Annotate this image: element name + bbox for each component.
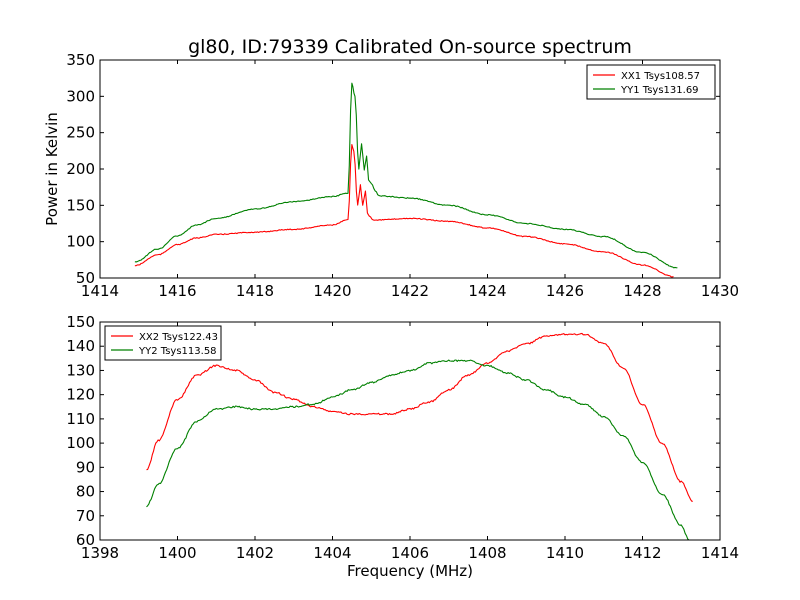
panel-1-ylabel: Power in Kelvin: [43, 112, 61, 226]
panel-2-ytick-label: 80: [76, 483, 95, 501]
panel-1-legend: XX1 Tsys108.57 YY1 Tsys131.69: [586, 64, 716, 100]
panel-2-ytick-label: 70: [76, 507, 95, 525]
panel-2-xtick-label: 1400: [158, 544, 196, 562]
panel-1-xtick-label: 1422: [391, 282, 429, 300]
panel-2-xtick-label: 1410: [546, 544, 584, 562]
panel-1-ytick-label: 350: [66, 51, 95, 69]
panel-1-xtick-label: 1414: [81, 282, 119, 300]
panel-2-ytick-label: 120: [66, 386, 95, 404]
panel-2-xlabel: Frequency (MHz): [347, 562, 473, 580]
panel-2-series-line-2: [146, 359, 690, 541]
panel-2-ytick-label: 60: [76, 531, 95, 549]
panel-1-xtick-label: 1426: [546, 282, 584, 300]
panel-2-series-line-1: [146, 332, 693, 502]
plots-group: 1414 1416 1418 1420 1422 1424 1426 1428 1430 50 10…: [43, 51, 739, 580]
panel-2: 1398 1400 1402 1404 1406 1408 1410 1412 1414 60 70…: [66, 313, 739, 580]
panel-2-legend-label-1: XX2 Tsys122.43: [139, 332, 218, 343]
panel-1-xtick-label: 1420: [313, 282, 351, 300]
panel-1-legend-box: [586, 64, 716, 100]
panel-2-xtick-label: 1406: [391, 544, 429, 562]
panel-2-ytick-label: 130: [66, 361, 95, 379]
panel-1-ytick-label: 250: [66, 124, 95, 142]
panel-1-xtick-label: 1428: [623, 282, 661, 300]
panel-2-xtick-label: 1402: [236, 544, 274, 562]
figure-title: gl80, ID:79339 Calibrated On-source spec…: [188, 36, 632, 58]
panel-2-legend-label-2: YY2 Tsys113.58: [138, 346, 217, 357]
panel-1-series-line-1: [134, 144, 674, 278]
panel-2-xtick-label: 1414: [701, 544, 739, 562]
panel-1-series-line-2: [134, 82, 678, 269]
panel-2-xtick-label: 1398: [81, 544, 119, 562]
panel-1-xtick-label: 1430: [701, 282, 739, 300]
panel-1-ytick-label: 300: [66, 87, 95, 105]
panel-1-ytick-label: 100: [66, 233, 95, 251]
panel-2-xtick-label: 1404: [313, 544, 351, 562]
panel-1-legend-label-2: YY1 Tsys131.69: [620, 85, 699, 96]
panel-2-legend-box: [104, 325, 222, 361]
panel-1-ytick-label: 50: [76, 269, 95, 287]
panel-2-ytick-label: 140: [66, 337, 95, 355]
panel-2-ytick-label: 150: [66, 313, 95, 331]
panel-2-ytick-label: 100: [66, 434, 95, 452]
panel-1-xtick-label: 1424: [468, 282, 506, 300]
panel-2-ytick-label: 110: [66, 410, 95, 428]
panel-2-xtick-label: 1412: [623, 544, 661, 562]
panel-1-ytick-label: 150: [66, 196, 95, 214]
panel-1-ytick-label: 200: [66, 160, 95, 178]
panel-1: 1414 1416 1418 1420 1422 1424 1426 1428 1430 50 10…: [43, 51, 739, 300]
panel-2-ytick-label: 90: [76, 458, 95, 476]
panel-2-xtick-label: 1408: [468, 544, 506, 562]
panel-2-legend: XX2 Tsys122.43 YY2 Tsys113.58: [104, 325, 222, 361]
panel-1-legend-label-1: XX1 Tsys108.57: [621, 71, 700, 82]
panel-1-xtick-label: 1418: [236, 282, 274, 300]
panel-1-xtick-label: 1416: [158, 282, 196, 300]
